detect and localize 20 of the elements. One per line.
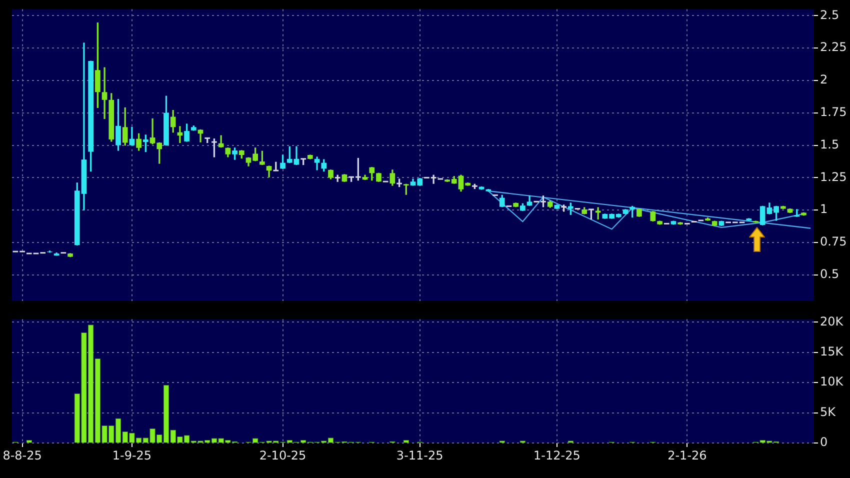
y-tick-label: 2.5 (820, 8, 840, 22)
y-tick-label: 1 (820, 202, 828, 216)
y-tick-label: 2 (820, 72, 828, 87)
x-tick-label: 2-1-26 (668, 448, 707, 462)
y-tick-label: 0 (820, 435, 828, 450)
x-tick-label: 1-12-25 (534, 448, 580, 462)
x-tick-label: 1-9-25 (112, 448, 152, 462)
y-tick-label: 2.25 (820, 40, 847, 54)
y-tick-label: 5K (820, 404, 837, 419)
x-tick-label: 8-8-25 (2, 448, 42, 462)
y-tick-label: 0.5 (820, 267, 840, 282)
y-tick-label: 1.25 (820, 170, 847, 184)
y-tick-label: 10K (820, 374, 844, 389)
y-tick-label: 1.75 (820, 105, 847, 120)
y-tick-label: 15K (820, 344, 844, 359)
x-tick-label: 2-10-25 (259, 448, 306, 462)
y-tick-label: 1.5 (820, 137, 840, 152)
y-tick-label: 0.75 (820, 234, 847, 249)
y-tick-label: 20K (820, 314, 844, 328)
x-tick-label: 3-11-25 (396, 448, 444, 462)
